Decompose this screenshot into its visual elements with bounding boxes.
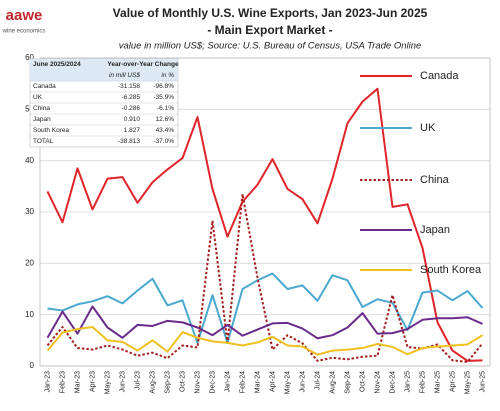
x-tick-label: Oct-23 xyxy=(179,371,186,392)
table-cell: -31.158 xyxy=(118,83,140,90)
chart-title: Value of Monthly U.S. Wine Exports, Jan … xyxy=(113,6,428,20)
table-header: June 2025/2024 xyxy=(33,61,81,68)
x-tick-label: Feb-24 xyxy=(239,371,246,393)
y-tick-label: 0 xyxy=(30,361,35,370)
legend-label: South Korea xyxy=(420,264,482,276)
series-line xyxy=(46,325,484,356)
x-tick-label: Jun-23 xyxy=(119,371,126,393)
x-tick-label: Nov-23 xyxy=(194,371,201,394)
series-line xyxy=(46,193,484,363)
x-tick-label: Dec-23 xyxy=(209,371,216,394)
legend-label: Canada xyxy=(420,70,459,82)
table-cell: 43.4% xyxy=(156,127,175,134)
table-cell: -6.285 xyxy=(122,94,141,101)
x-tick-label: Jun-25 xyxy=(479,371,486,393)
legend-label: UK xyxy=(420,122,436,134)
x-tick-label: Jan-24 xyxy=(224,371,231,393)
y-tick-label: 60 xyxy=(25,53,34,62)
table-cell: -0.286 xyxy=(122,105,141,112)
x-tick-label: Jan-23 xyxy=(44,371,51,393)
series-line xyxy=(46,87,483,362)
logo-tagline: wine economics xyxy=(2,29,46,35)
x-tick-label: Feb-25 xyxy=(419,371,426,393)
series-line xyxy=(46,305,483,340)
x-tick-label: May-25 xyxy=(464,371,471,394)
x-tick-label: Nov-24 xyxy=(374,371,381,394)
table-subheader: in % xyxy=(161,72,174,79)
table-cell: -96.8% xyxy=(153,83,174,90)
x-tick-label: Aug-23 xyxy=(149,371,156,394)
table-cell: -6.1% xyxy=(157,105,174,112)
table-subheader: in mill US$ xyxy=(109,72,140,79)
chart-subtitle: value in million US$; Source: U.S. Burea… xyxy=(119,41,422,52)
x-tick-label: May-24 xyxy=(284,371,291,394)
table-cell: 1.827 xyxy=(124,127,141,134)
x-tick-label: Jan-25 xyxy=(404,371,411,393)
table-cell: Canada xyxy=(33,83,56,90)
x-tick-label: Mar-23 xyxy=(74,371,81,393)
table-cell: South Korea xyxy=(33,127,70,134)
table-cell: -38.813 xyxy=(118,138,140,145)
table-header-bg xyxy=(30,59,178,81)
table-cell: UK xyxy=(33,94,43,101)
x-tick-label: Jul-23 xyxy=(134,371,141,390)
table-header: Year-over-Year Change xyxy=(107,61,179,68)
y-tick-label: 20 xyxy=(25,258,34,267)
x-tick-label: Apr-25 xyxy=(449,371,456,392)
x-tick-label: Dec-24 xyxy=(389,371,396,394)
y-tick-label: 30 xyxy=(25,207,34,216)
chart-title-line2: - Main Export Market - xyxy=(207,23,332,37)
legend-label: China xyxy=(420,174,450,186)
x-tick-label: Aug-24 xyxy=(329,371,336,394)
x-tick-label: Apr-23 xyxy=(89,371,96,392)
x-tick-label: Jun-24 xyxy=(299,371,306,393)
plot-border xyxy=(39,57,491,367)
x-tick-label: May-23 xyxy=(104,371,111,394)
x-tick-label: Sep-24 xyxy=(344,371,351,394)
x-tick-label: Sep-23 xyxy=(164,371,171,394)
series-line xyxy=(47,272,484,344)
x-tick-label: Jul-24 xyxy=(314,371,321,390)
y-tick-label: 10 xyxy=(25,310,34,319)
table-cell: 12.6% xyxy=(156,116,175,123)
table-cell: -37.0% xyxy=(153,138,174,145)
table-cell: Japan xyxy=(33,116,51,123)
table-cell: -35.9% xyxy=(153,94,174,101)
table-cell: TOTAL xyxy=(33,138,54,145)
logo-name: aawe xyxy=(6,7,43,24)
y-tick-label: 40 xyxy=(25,156,34,165)
legend-label: Japan xyxy=(420,224,450,236)
x-tick-label: Apr-24 xyxy=(269,371,276,392)
x-tick-label: Oct-24 xyxy=(359,371,366,392)
x-tick-label: Mar-24 xyxy=(254,371,261,393)
table-cell: China xyxy=(33,105,50,112)
x-tick-label: Mar-25 xyxy=(434,371,441,393)
x-tick-label: Feb-23 xyxy=(59,371,66,393)
table-cell: 0.910 xyxy=(124,116,141,123)
